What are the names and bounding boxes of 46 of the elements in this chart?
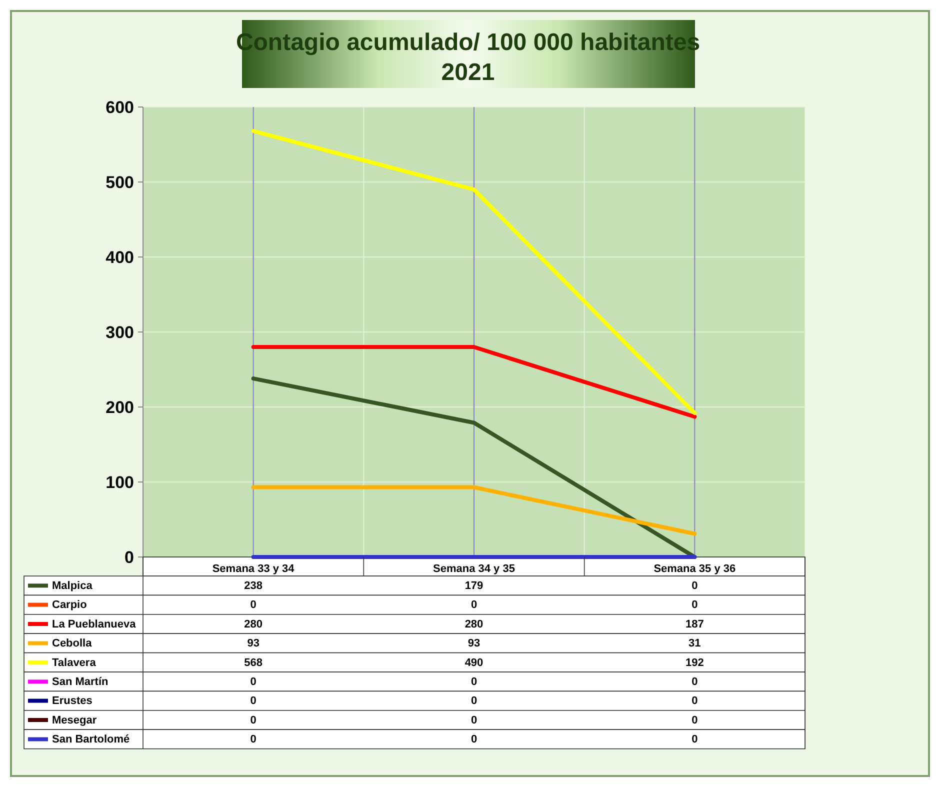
data-label: 238 bbox=[244, 580, 263, 592]
text: 0 bbox=[470, 676, 478, 688]
legend-label: San Martín bbox=[52, 676, 109, 688]
legend-label: Talavera bbox=[52, 656, 97, 669]
text: 0 bbox=[470, 599, 478, 612]
text: 0 bbox=[250, 695, 256, 708]
text: 0 bbox=[250, 676, 256, 688]
legend-label: San Bartolomé bbox=[52, 734, 130, 746]
data-label: 280 bbox=[244, 618, 263, 630]
legend-label: Mesegar bbox=[52, 714, 98, 726]
y-tick-label: 400 bbox=[106, 248, 134, 267]
text: 0 bbox=[470, 695, 478, 708]
y-tick-label: 100 bbox=[106, 472, 134, 492]
text: 0 bbox=[250, 714, 256, 726]
legend-label: Cebolla bbox=[52, 638, 93, 650]
data-label: 93 bbox=[468, 638, 480, 650]
data-label: 490 bbox=[464, 656, 484, 669]
text: 0 bbox=[250, 599, 256, 612]
y-tick-label: 500 bbox=[106, 172, 134, 192]
data-label: 0 bbox=[692, 580, 698, 592]
text: 0 bbox=[692, 714, 698, 726]
y-tick-label: 200 bbox=[106, 398, 134, 417]
data-label: 0 bbox=[250, 734, 256, 746]
legend-label: Erustes bbox=[52, 695, 92, 708]
data-label: 93 bbox=[247, 638, 260, 650]
text: 0 bbox=[470, 714, 478, 726]
data-label: 280 bbox=[464, 618, 484, 630]
data-label: 192 bbox=[685, 656, 704, 669]
y-tick-label: 0 bbox=[124, 548, 134, 567]
data-label: 179 bbox=[464, 580, 484, 592]
data-label: 31 bbox=[688, 638, 701, 650]
text: 0 bbox=[692, 695, 698, 708]
y-tick-label: 300 bbox=[106, 322, 134, 342]
text: 0 bbox=[692, 676, 698, 688]
x-tick-label: Semana 35 y 36 bbox=[654, 563, 736, 575]
data-label: 0 bbox=[692, 734, 698, 746]
text: 0 bbox=[692, 599, 698, 612]
legend-label: Carpio bbox=[52, 599, 88, 612]
x-tick-label: Semana 33 y 34 bbox=[212, 563, 296, 575]
y-tick-label: 600 bbox=[106, 98, 134, 117]
legend-label: La Pueblanueva bbox=[52, 618, 137, 630]
data-label: 568 bbox=[244, 656, 263, 669]
data-label: 0 bbox=[470, 734, 478, 746]
x-tick-label: Semana 34 y 35 bbox=[433, 563, 515, 575]
data-label: 187 bbox=[685, 618, 704, 630]
legend-label: Malpica bbox=[52, 580, 94, 592]
